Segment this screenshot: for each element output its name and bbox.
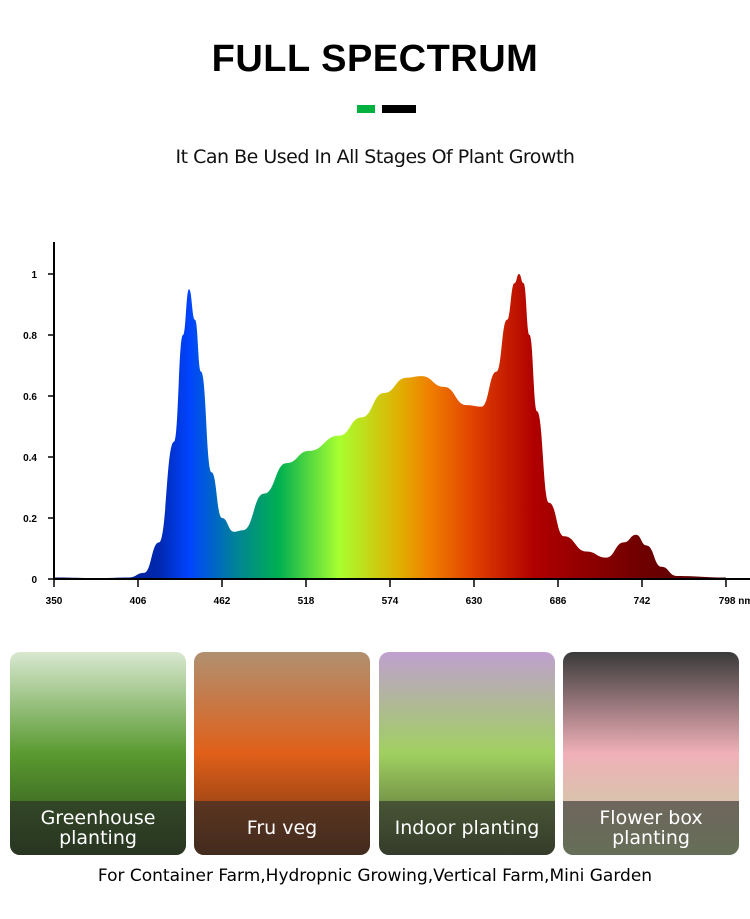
y-tick-label: 0: [31, 575, 37, 586]
x-tick-label: 630: [466, 596, 483, 607]
x-tick-label: 406: [130, 596, 147, 607]
spectrum-chart: 350 406 462 518 574 630 686 742 798 nm 0 0.2 0.4 0.6…: [23, 242, 750, 607]
x-tick-label: 350: [46, 596, 63, 607]
card-label: Fru veg: [194, 801, 370, 855]
card-label: Indoor planting: [379, 801, 555, 855]
card-greenhouse: Greenhouse planting: [10, 652, 186, 855]
x-tick-label: 742: [634, 596, 651, 607]
card-fruit-veg: Fru veg: [194, 652, 370, 855]
subtitle: It Can Be Used In All Stages Of Plant Gr…: [175, 146, 575, 168]
x-tick-label: 518: [298, 596, 315, 607]
accent-bar-black: [382, 105, 416, 113]
y-tick-label: 0.4: [23, 453, 37, 464]
page-title: FULL SPECTRUM: [211, 38, 539, 80]
y-tick-label: 1: [31, 270, 37, 281]
accent-bar-green: [357, 105, 375, 113]
card-flower-box: Flower box planting: [563, 652, 739, 855]
footer-text: For Container Farm,Hydropnic Growing,Ver…: [97, 866, 653, 886]
x-tick-label: 686: [550, 596, 567, 607]
y-tick-label: 0.6: [23, 392, 37, 403]
y-tick-label: 0.2: [23, 514, 37, 525]
card-indoor: Indoor planting: [379, 652, 555, 855]
x-tick-label: 798 nm: [719, 596, 750, 607]
y-tick-label: 0.8: [23, 331, 37, 342]
x-tick-label: 574: [382, 596, 399, 607]
card-label: Greenhouse planting: [10, 801, 186, 855]
x-tick-label: 462: [214, 596, 231, 607]
spectrum-area: [54, 274, 726, 579]
card-label: Flower box planting: [563, 801, 739, 855]
